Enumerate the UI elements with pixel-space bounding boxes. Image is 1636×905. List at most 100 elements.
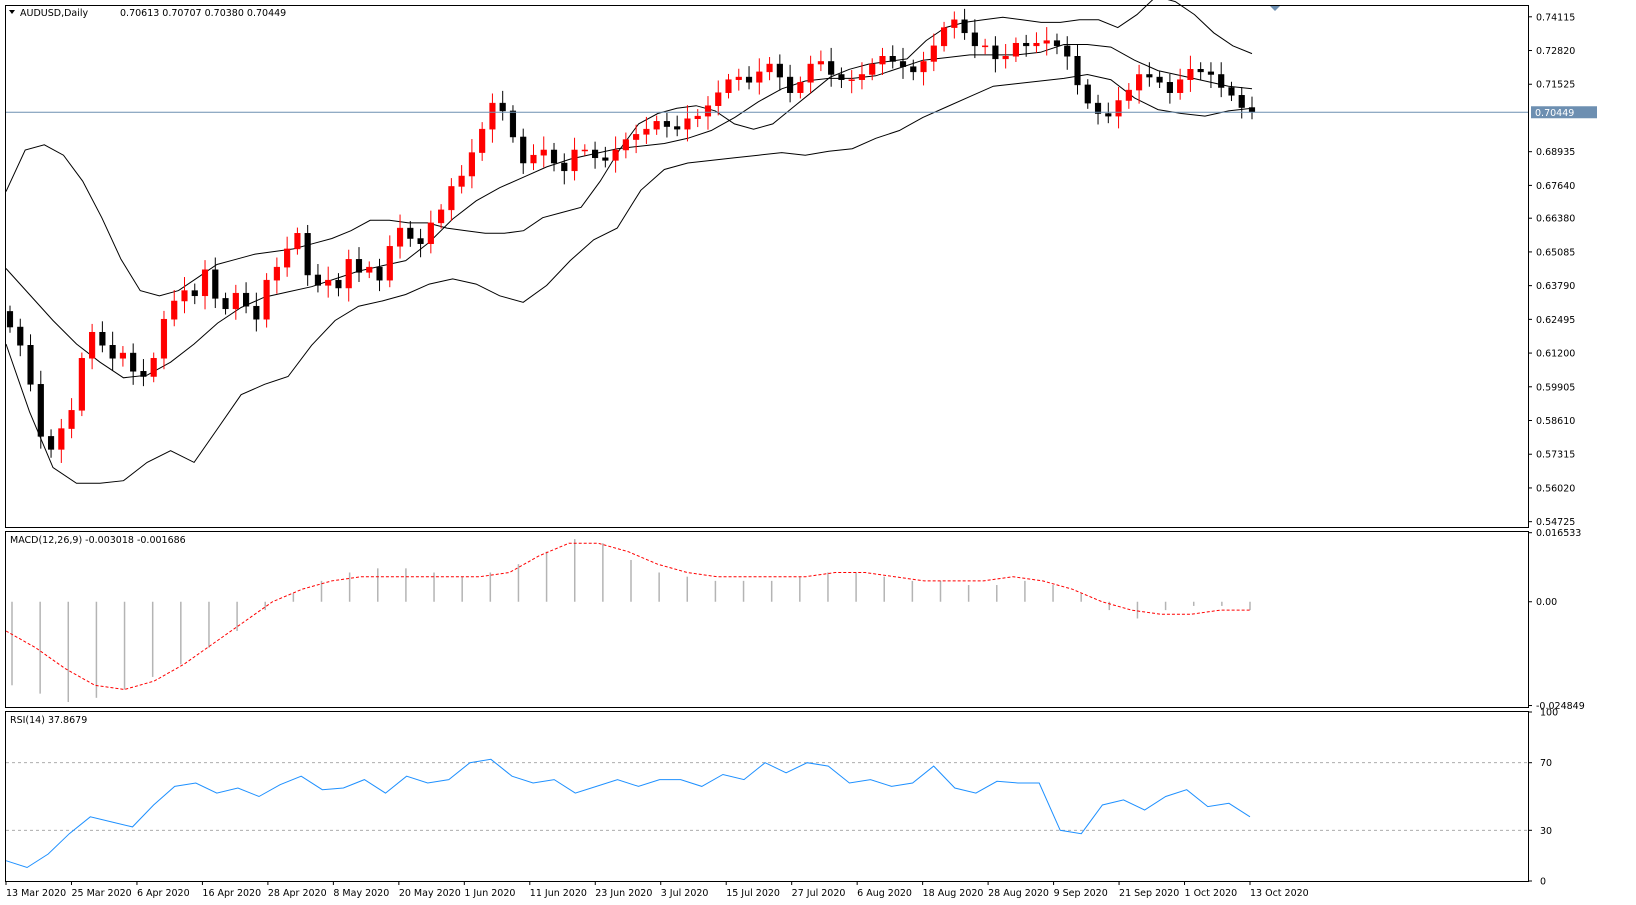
bollinger-bands	[5, 0, 1253, 484]
price-tick-label: 0.54725	[1536, 517, 1575, 528]
time-tick-label: 1 Oct 2020	[1185, 888, 1238, 899]
candle	[1023, 34, 1030, 57]
candle	[1187, 55, 1194, 92]
candle	[109, 331, 116, 371]
candle	[828, 47, 835, 87]
candle	[58, 418, 65, 463]
candle	[684, 105, 691, 142]
candle	[735, 68, 742, 91]
candle	[37, 370, 44, 449]
candle	[612, 136, 619, 173]
candle	[201, 260, 209, 310]
candle	[263, 273, 270, 328]
candle	[725, 73, 732, 99]
candle	[17, 318, 24, 357]
candle	[68, 398, 75, 439]
current-price-tag	[1531, 106, 1597, 119]
time-tick-label: 28 Aug 2020	[988, 888, 1049, 899]
candle	[212, 257, 219, 309]
time-tick-label: 23 Jun 2020	[595, 888, 652, 899]
candle	[191, 283, 198, 305]
candle	[1012, 37, 1019, 62]
time-tick-label: 13 Mar 2020	[6, 888, 66, 899]
time-axis: 13 Mar 2020 25 Mar 2020 6 Apr 2020 16 Apr 2…	[5, 881, 1309, 899]
candle	[1033, 32, 1040, 53]
candle	[643, 116, 650, 144]
time-tick-label: 6 Apr 2020	[137, 888, 190, 899]
candle	[899, 47, 907, 79]
candle	[910, 59, 917, 81]
candle	[530, 144, 537, 171]
price-tick-label: 0.58610	[1536, 416, 1575, 427]
macd-axis: 0.016533 0.00 -0.024849	[1528, 528, 1585, 712]
time-tick-label: 9 Sep 2020	[1054, 888, 1108, 899]
candle	[571, 137, 578, 181]
candle	[345, 249, 352, 302]
ohlc-readout: 0.70613 0.70707 0.70380 0.70449	[120, 8, 286, 19]
candle	[376, 258, 383, 292]
candle	[407, 221, 414, 247]
candle	[355, 247, 363, 282]
candle	[78, 352, 85, 417]
candle	[89, 323, 96, 370]
time-tick-label: 18 Aug 2020	[923, 888, 984, 899]
candle	[858, 62, 866, 90]
candle	[787, 64, 794, 103]
price-tick-label: 0.71525	[1536, 80, 1575, 91]
candle	[633, 124, 640, 154]
candle	[468, 139, 475, 189]
price-tick-label: 0.63790	[1536, 281, 1575, 292]
rsi-tick-label: 100	[1540, 708, 1558, 719]
price-pane[interactable]	[5, 5, 1529, 528]
candle	[130, 343, 137, 385]
macd-pane[interactable]	[5, 531, 1529, 708]
candle	[417, 228, 424, 258]
candle	[971, 19, 978, 59]
time-tick-label: 25 Mar 2020	[71, 888, 131, 899]
dropdown-triangle-icon[interactable]	[9, 10, 15, 14]
candle	[1064, 36, 1071, 70]
time-tick-label: 27 Jul 2020	[792, 888, 846, 899]
price-tick-label: 0.66380	[1536, 214, 1575, 225]
bollinger-middle	[5, 44, 1253, 379]
candles	[6, 8, 1256, 463]
candle	[160, 310, 168, 370]
time-tick-label: 8 May 2020	[333, 888, 389, 899]
candle	[1043, 27, 1050, 56]
candle	[284, 236, 291, 277]
price-tick-label: 0.72820	[1536, 46, 1575, 57]
candle	[335, 273, 342, 297]
bollinger-lower	[5, 73, 1253, 484]
price-tick-label: 0.57315	[1536, 450, 1575, 461]
chart-shift-marker-icon[interactable]	[1270, 6, 1280, 11]
candle	[581, 144, 588, 156]
candle	[561, 153, 568, 185]
price-tick-label: 0.59905	[1536, 382, 1575, 393]
time-tick-label: 20 May 2020	[399, 888, 461, 899]
time-tick-label: 13 Oct 2020	[1250, 888, 1309, 899]
price-tick-label: 0.67640	[1536, 181, 1575, 192]
bollinger-upper	[5, 0, 1253, 297]
candle	[520, 128, 527, 174]
macd-tick-label: 0.00	[1536, 597, 1557, 608]
candle	[1053, 33, 1061, 55]
time-tick-label: 15 Jul 2020	[726, 888, 780, 899]
candle	[1177, 68, 1184, 100]
rsi-label: RSI(14) 37.8679	[10, 715, 87, 726]
time-tick-label: 6 Aug 2020	[857, 888, 912, 899]
candle	[848, 70, 855, 94]
candle	[479, 122, 486, 161]
rsi-pane[interactable]	[5, 711, 1529, 882]
price-tick-label: 0.68935	[1536, 147, 1575, 158]
candle	[6, 305, 14, 333]
candle	[458, 165, 465, 194]
candle	[920, 51, 927, 86]
candle	[869, 58, 876, 81]
candle	[776, 54, 783, 91]
candle	[294, 227, 301, 255]
candle	[592, 141, 599, 169]
time-tick-label: 21 Sep 2020	[1119, 888, 1179, 899]
candle	[150, 352, 157, 383]
macd-tick-label: -0.024849	[1536, 701, 1585, 712]
